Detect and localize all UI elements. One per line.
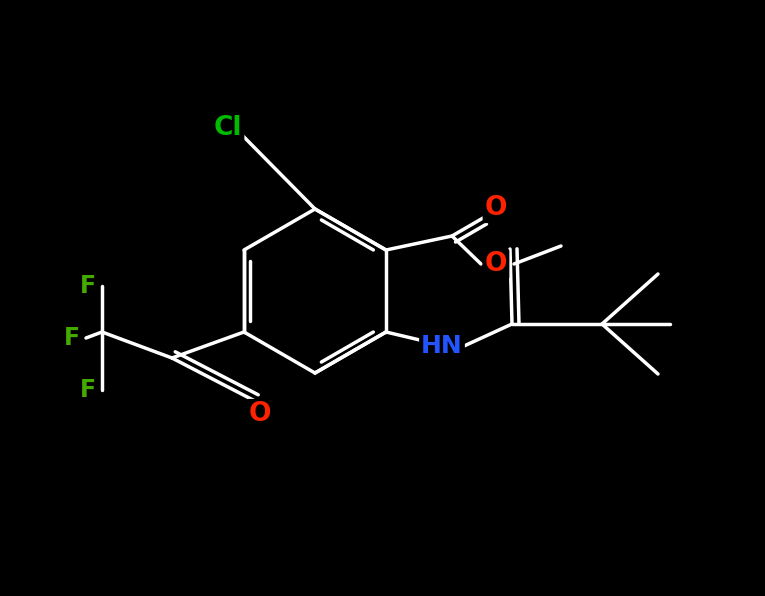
Text: O: O: [485, 251, 507, 277]
Text: Cl: Cl: [213, 115, 243, 141]
Text: F: F: [64, 326, 80, 350]
Text: F: F: [80, 378, 96, 402]
Text: O: O: [485, 195, 507, 221]
Text: O: O: [249, 401, 272, 427]
Text: HN: HN: [421, 334, 463, 358]
Text: F: F: [80, 274, 96, 298]
